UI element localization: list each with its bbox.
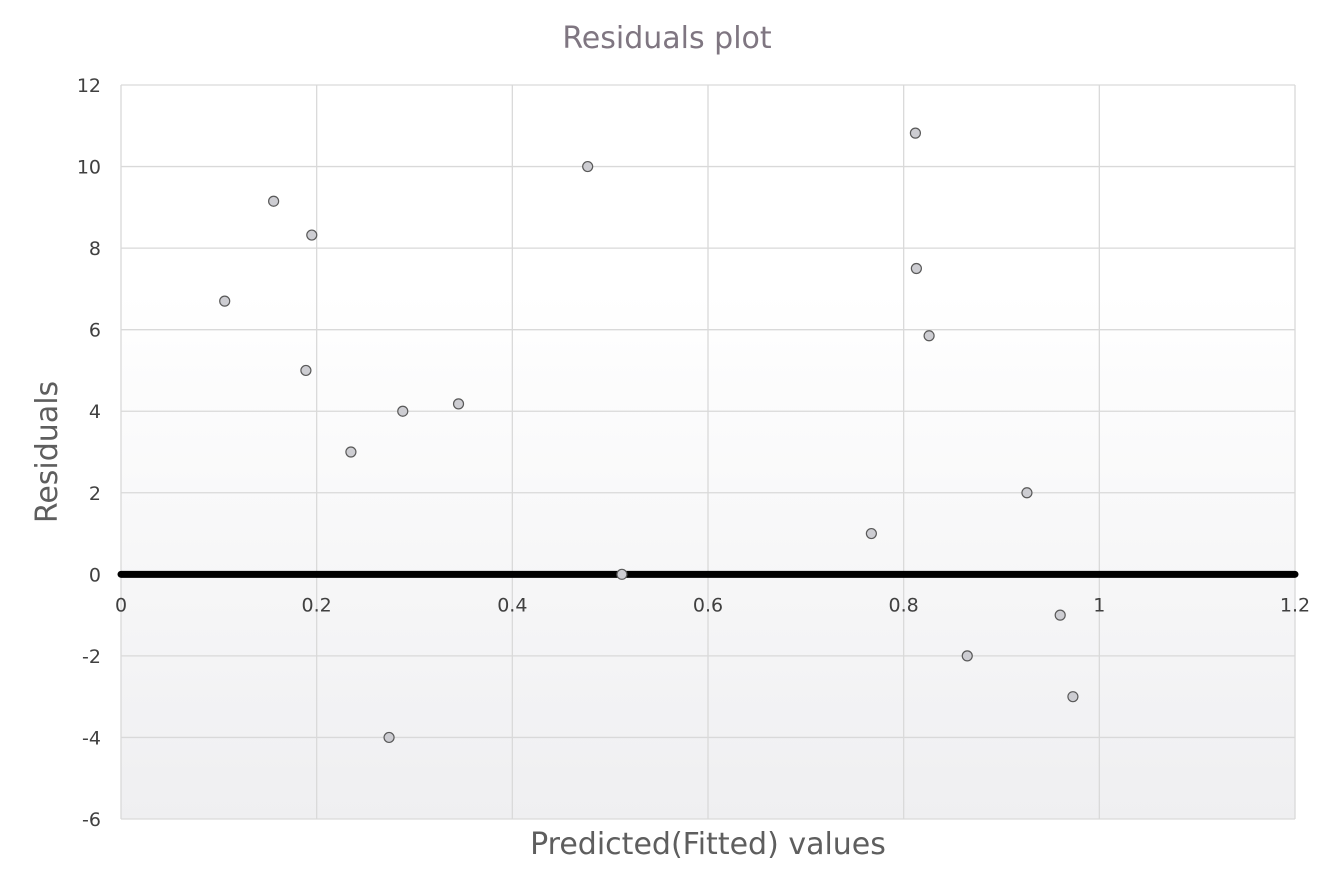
data-point: [1067, 691, 1079, 703]
data-point: [582, 160, 594, 173]
y-tick-label: 12: [77, 75, 101, 97]
data-point: [300, 364, 312, 377]
data-point: [306, 229, 318, 241]
data-point: [219, 295, 231, 307]
x-tick-label: 0: [115, 594, 127, 616]
x-tick-label: 0.8: [889, 594, 919, 616]
data-point: [397, 405, 409, 417]
y-axis-title: Residuals: [30, 381, 65, 523]
data-point: [268, 195, 280, 207]
y-tick-labels: -6 -4 -2 0 2 4 6 8 10 12: [77, 75, 101, 831]
data-point: [1021, 487, 1033, 499]
x-tick-label: 0.2: [302, 594, 332, 616]
x-tick-label: 1.2: [1280, 594, 1310, 616]
data-points: [219, 127, 1079, 744]
data-point: [1054, 609, 1066, 621]
chart-title: Residuals plot: [562, 21, 772, 56]
data-point: [923, 330, 935, 342]
data-point: [383, 731, 395, 744]
data-point: [909, 127, 922, 139]
y-tick-label: -4: [82, 727, 101, 749]
y-tick-label: 10: [77, 157, 101, 179]
y-tick-label: 0: [89, 564, 101, 586]
data-point: [961, 650, 973, 662]
data-point: [345, 446, 357, 458]
x-tick-labels: 0 0.2 0.4 0.6 0.8 1 1.2: [115, 594, 1310, 616]
data-point: [865, 527, 877, 540]
y-tick-label: 4: [89, 401, 101, 423]
y-tick-label: -2: [82, 646, 101, 668]
y-tick-label: 6: [89, 320, 101, 342]
x-axis-title: Predicted(Fitted) values: [530, 827, 886, 862]
x-tick-label: 1: [1093, 594, 1105, 616]
data-point: [910, 262, 922, 275]
y-tick-label: 2: [89, 483, 101, 505]
data-point: [452, 398, 465, 410]
x-tick-label: 0.6: [693, 594, 723, 616]
y-tick-label: -6: [82, 809, 101, 831]
data-point: [616, 568, 628, 580]
y-tick-label: 8: [89, 238, 101, 260]
x-tick-label: 0.4: [497, 594, 527, 616]
